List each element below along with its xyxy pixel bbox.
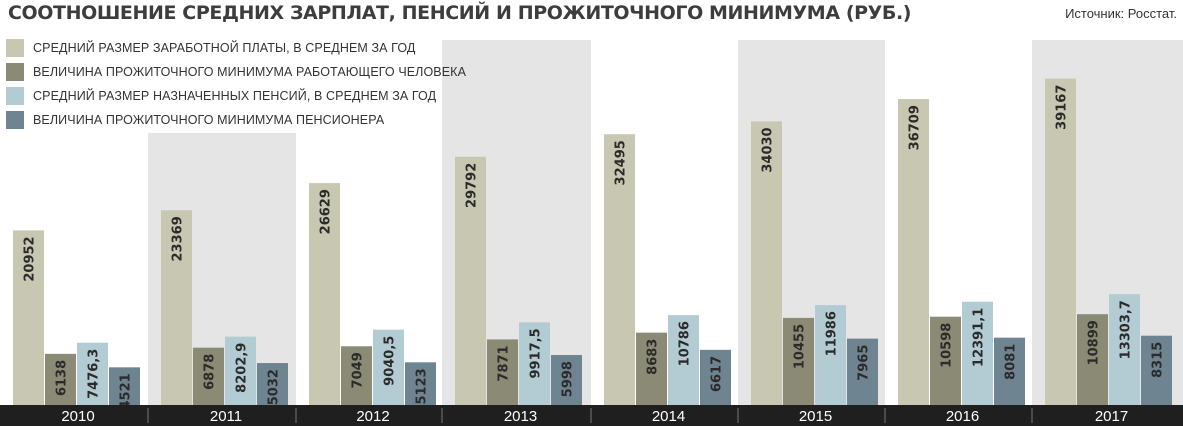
x-tick-label-2011: 2011	[210, 408, 242, 425]
legend-swatch-pension	[6, 87, 24, 105]
bar-2015-series-1	[751, 121, 782, 406]
bar-2010-series-4	[109, 367, 140, 405]
bar-2012-series-1	[309, 183, 340, 405]
data-label-2015-series-1: 34030	[761, 127, 776, 172]
data-label-2012-series-2: 7049	[351, 352, 366, 388]
data-label-2017-series-4: 8315	[1151, 342, 1166, 378]
data-label-2015-series-2: 10455	[793, 324, 808, 369]
data-label-2011-series-4: 5032	[267, 369, 282, 405]
data-label-2012-series-1: 26629	[319, 189, 334, 234]
data-label-2014-series-2: 8683	[646, 339, 661, 375]
chart-title: СООТНОШЕНИЕ СРЕДНИХ ЗАРПЛАТ, ПЕНСИЙ И ПР…	[8, 2, 912, 24]
legend-label-pension: СРЕДНИЙ РАЗМЕР НАЗНАЧЕННЫХ ПЕНСИЙ, В СРЕ…	[33, 89, 437, 103]
legend-item-worker-minimum: ВЕЛИЧИНА ПРОЖИТОЧНОГО МИНИМУМА РАБОТАЮЩЕ…	[6, 60, 466, 84]
data-label-2017-series-2: 10899	[1087, 320, 1102, 365]
bar-2014-series-1	[604, 134, 635, 406]
data-label-2011-series-2: 6878	[203, 354, 218, 390]
data-label-2011-series-3: 8202,9	[235, 343, 250, 393]
data-label-2015-series-4: 7965	[857, 345, 872, 381]
bar-2016-series-4	[994, 337, 1025, 405]
chart-source: Источник: Росстат.	[1065, 6, 1177, 21]
data-label-2013-series-4: 5998	[561, 361, 576, 397]
bar-2015-series-3	[815, 305, 846, 405]
legend-label-salary: СРЕДНИЙ РАЗМЕР ЗАРАБОТНОЙ ПЛАТЫ, В СРЕДН…	[33, 41, 416, 55]
legend-swatch-pensioner-minimum	[6, 111, 24, 129]
data-label-2016-series-1: 36709	[908, 105, 923, 150]
data-label-2014-series-1: 32495	[614, 140, 629, 185]
bar-2012-series-3	[373, 329, 404, 405]
legend-label-pensioner-minimum: ВЕЛИЧИНА ПРОЖИТОЧНОГО МИНИМУМА ПЕНСИОНЕР…	[33, 113, 385, 127]
bar-2012-series-2	[341, 346, 372, 405]
bar-2014-series-2	[636, 332, 667, 405]
legend-item-salary: СРЕДНИЙ РАЗМЕР ЗАРАБОТНОЙ ПЛАТЫ, В СРЕДН…	[6, 36, 466, 60]
data-label-2017-series-1: 39167	[1055, 85, 1070, 130]
data-label-2016-series-3: 12391,1	[972, 308, 987, 367]
x-tick-label-2010: 2010	[61, 408, 94, 425]
x-tick-label-2012: 2012	[356, 408, 389, 425]
data-label-2012-series-4: 5123	[415, 368, 430, 404]
data-label-2014-series-3: 10786	[678, 321, 693, 366]
bar-2012-series-4	[405, 362, 436, 405]
bar-2017-series-4	[1141, 335, 1172, 405]
data-label-2010-series-1: 20952	[23, 236, 38, 281]
bar-2016-series-2	[930, 316, 961, 405]
bar-2015-series-2	[783, 317, 814, 405]
bar-2011-series-4	[257, 363, 288, 405]
bar-2011-series-2	[193, 347, 224, 405]
bar-2013-series-2	[487, 339, 518, 405]
data-label-2012-series-3: 9040,5	[383, 336, 398, 386]
data-label-2013-series-3: 9917,5	[529, 328, 544, 378]
bar-2010-series-1	[13, 230, 44, 405]
data-label-2011-series-1: 23369	[171, 216, 186, 261]
bar-2013-series-3	[519, 322, 550, 405]
x-tick-label-2016: 2016	[946, 408, 979, 425]
bar-2011-series-1	[161, 210, 192, 405]
data-label-2016-series-2: 10598	[940, 323, 955, 368]
bar-2013-series-1	[455, 156, 486, 405]
data-label-2017-series-3: 13303,7	[1119, 300, 1134, 359]
chart-legend: СРЕДНИЙ РАЗМЕР ЗАРАБОТНОЙ ПЛАТЫ, В СРЕДН…	[6, 36, 466, 132]
bar-2017-series-3	[1109, 294, 1140, 405]
bar-2013-series-4	[551, 355, 582, 405]
x-tick-label-2013: 2013	[504, 408, 537, 425]
bar-2017-series-2	[1077, 314, 1108, 405]
bar-2010-series-3	[77, 342, 108, 405]
data-label-2010-series-2: 6138	[55, 360, 70, 396]
data-label-2013-series-1: 29792	[465, 163, 480, 208]
x-tick-label-2015: 2015	[799, 408, 832, 425]
legend-item-pensioner-minimum: ВЕЛИЧИНА ПРОЖИТОЧНОГО МИНИМУМА ПЕНСИОНЕР…	[6, 108, 466, 132]
bar-2016-series-1	[898, 99, 929, 405]
bar-2014-series-4	[700, 349, 731, 405]
data-label-2010-series-3: 7476,3	[87, 349, 102, 399]
bar-2010-series-2	[45, 353, 76, 405]
bar-2016-series-3	[962, 301, 993, 405]
legend-label-worker-minimum: ВЕЛИЧИНА ПРОЖИТОЧНОГО МИНИМУМА РАБОТАЮЩЕ…	[33, 65, 467, 79]
bar-2011-series-3	[225, 336, 256, 405]
legend-item-pension: СРЕДНИЙ РАЗМЕР НАЗНАЧЕННЫХ ПЕНСИЙ, В СРЕ…	[6, 84, 466, 108]
data-label-2010-series-4: 4521	[119, 373, 134, 409]
bar-2015-series-4	[847, 338, 878, 405]
data-label-2015-series-3: 11986	[825, 311, 840, 356]
data-label-2013-series-2: 7871	[497, 345, 512, 381]
bar-2014-series-3	[668, 315, 699, 405]
x-tick-label-2017: 2017	[1095, 408, 1128, 425]
data-label-2016-series-4: 8081	[1004, 344, 1019, 380]
bar-2017-series-1	[1045, 78, 1076, 405]
legend-swatch-salary	[6, 39, 24, 57]
data-label-2014-series-4: 6617	[710, 356, 725, 392]
x-tick-label-2014: 2014	[652, 408, 685, 425]
legend-swatch-worker-minimum	[6, 63, 24, 81]
